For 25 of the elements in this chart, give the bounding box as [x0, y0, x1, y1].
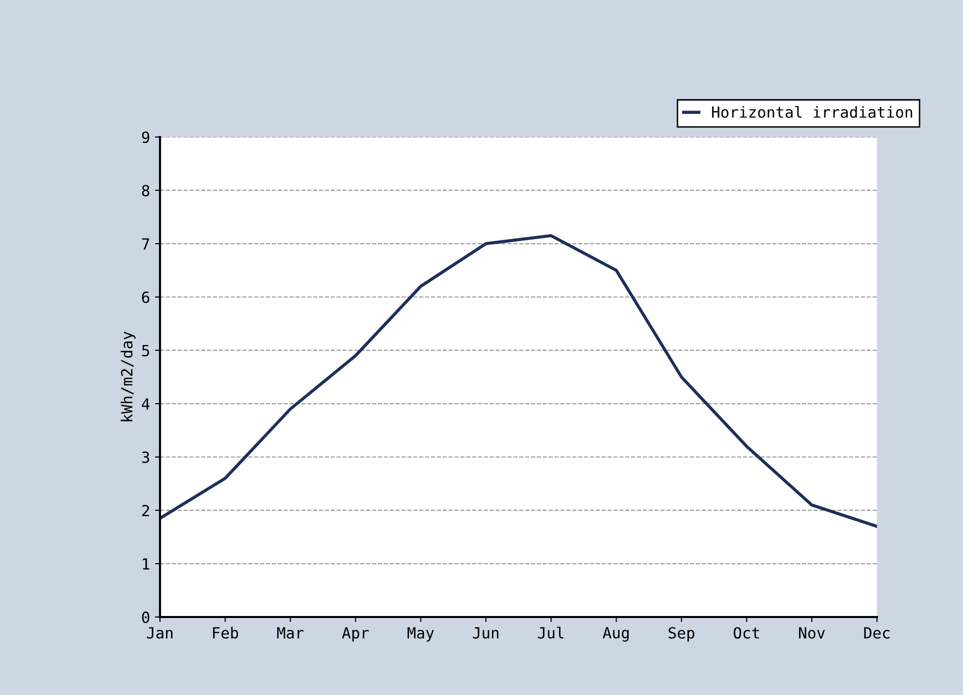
x-tick-label: Apr: [342, 627, 369, 642]
legend-label: Horizontal irradiation: [712, 106, 912, 118]
y-axis-title: kWh/m2/day: [120, 332, 136, 422]
y-tick-label: 3: [142, 452, 150, 464]
y-tick-label: 6: [142, 292, 150, 304]
x-tick-label: May: [408, 627, 434, 642]
x-tick-label: Aug: [602, 627, 629, 642]
line-series: [160, 234, 877, 528]
x-tick-label: Jul: [538, 626, 564, 639]
y-tick-label: 1: [142, 558, 150, 570]
x-tick-label: Nov: [799, 627, 825, 639]
x-tick-label: Jun: [472, 627, 498, 639]
x-tick-label: Dec: [864, 627, 890, 639]
x-tick-label: Mar: [277, 627, 304, 639]
x-tick-label: Sep: [668, 627, 694, 642]
x-tick-label: Jan: [147, 627, 172, 639]
y-tick-label: 9: [142, 132, 150, 144]
y-tick-label: 8: [142, 184, 150, 196]
y-tick-label: 7: [142, 238, 150, 250]
y-tick-label: 5: [142, 345, 150, 356]
y-tick-label: 0: [142, 612, 150, 624]
y-tick-label: 4: [142, 398, 150, 410]
x-tick-label: Oct: [734, 627, 759, 639]
x-tick-label: Feb: [213, 626, 238, 639]
y-tick-label: 2: [142, 504, 149, 516]
